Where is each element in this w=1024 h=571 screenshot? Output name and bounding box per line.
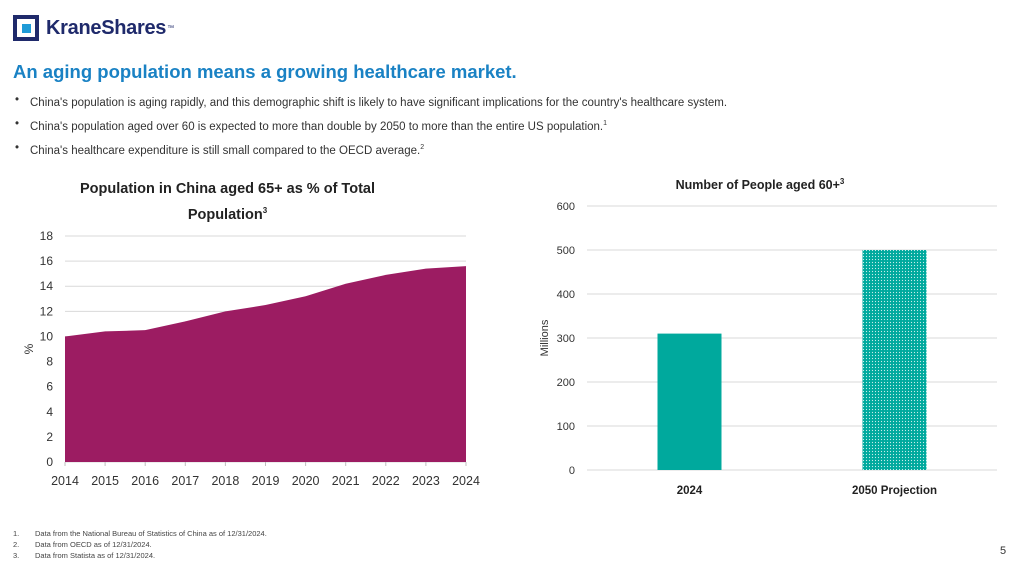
bar-chart-title: Number of People aged 60+3 [590, 173, 930, 194]
bullet-footnote-ref: 2 [420, 144, 425, 151]
krane-logo: KraneShares ™ [13, 15, 174, 41]
y-tick-label: 0 [569, 465, 575, 477]
area-chart-title-text: Population in China aged 65+ as % of Tot… [79, 181, 375, 223]
x-tick-label: 2024 [452, 474, 480, 488]
x-tick-label: 2020 [292, 474, 320, 488]
logo-square-icon [13, 15, 39, 41]
footnote-list: 1. Data from the National Bureau of Stati… [13, 528, 267, 561]
x-category-label: 2050 Projection [852, 485, 937, 497]
bar [862, 250, 927, 470]
x-category-label: 2024 [677, 485, 703, 497]
bullet-text: China's population aged over 60 is expec… [30, 120, 604, 133]
logo-trademark: ™ [167, 24, 175, 32]
bullet-list: China's population is aging rapidly, and… [13, 92, 727, 164]
bullet-text: China's population is aging rapidly, and… [30, 96, 728, 109]
bar [657, 333, 722, 470]
bar-chart-title-sup: 3 [839, 177, 845, 186]
x-tick-label: 2023 [412, 474, 440, 488]
y-tick-label: 100 [557, 421, 575, 433]
x-tick-label: 2014 [51, 474, 79, 488]
x-tick-label: 2017 [171, 474, 199, 488]
footnote-text: Data from Statista as of 12/31/2024. [35, 551, 156, 560]
page-headline: An aging population means a growing heal… [13, 61, 517, 82]
x-tick-label: 2018 [211, 474, 239, 488]
y-tick-label: 600 [557, 201, 575, 213]
y-tick-label: 18 [40, 229, 54, 243]
area-chart-title: Population in China aged 65+ as % of Tot… [70, 178, 385, 226]
bar-chart: 0 100 200 300 400 500 600 2024 2050 Projection Mi… [539, 201, 997, 497]
x-tick-label: 2021 [332, 474, 360, 488]
page-number: 5 [1000, 545, 1007, 557]
x-tick-label: 2019 [252, 474, 280, 488]
y-axis-label: Millions [539, 319, 551, 356]
footnote-text: Data from the National Bureau of Statist… [35, 529, 267, 538]
bullet-item: China's population aged over 60 is expec… [13, 116, 727, 140]
bullet-footnote-ref: 1 [603, 120, 608, 127]
y-tick-label: 0 [46, 455, 53, 469]
y-tick-label: 8 [46, 355, 53, 369]
area-chart: 0 2 4 6 8 10 12 14 16 18 2014 2015 2016 2017 2018 2019 2… [22, 229, 480, 488]
logo-text: KraneShares [46, 16, 167, 39]
y-tick-label: 200 [557, 377, 575, 389]
x-tick-label: 2016 [131, 474, 159, 488]
footnote-text: Data from OECD as of 12/31/2024. [35, 540, 152, 549]
footnote-number: 3. [13, 551, 20, 560]
bullet-text: China's healthcare expenditure is still … [30, 144, 421, 157]
y-tick-label: 14 [40, 279, 54, 293]
x-tick-label: 2022 [372, 474, 400, 488]
y-tick-label: 6 [46, 380, 53, 394]
y-tick-label: 4 [46, 405, 53, 419]
y-tick-label: 400 [557, 289, 575, 301]
y-tick-label: 300 [557, 333, 575, 345]
footnote-number: 1. [13, 529, 20, 538]
y-tick-label: 10 [40, 329, 54, 343]
bar-chart-title-text: Number of People aged 60+ [675, 178, 840, 193]
y-tick-label: 2 [46, 430, 53, 444]
y-axis-label: % [22, 343, 36, 354]
footnote-item: 3. Data from Statista as of 12/31/2024. [13, 550, 267, 561]
footnote-item: 1. Data from the National Bureau of Stati… [13, 528, 267, 539]
y-tick-label: 12 [40, 304, 54, 318]
bullet-item: China's population is aging rapidly, and… [13, 92, 727, 116]
area-chart-title-sup: 3 [262, 206, 268, 215]
area-series [65, 266, 466, 462]
x-tick-label: 2015 [91, 474, 119, 488]
footnote-number: 2. [13, 540, 20, 549]
footnote-item: 2. Data from OECD as of 12/31/2024. [13, 539, 267, 550]
bullet-item: China's healthcare expenditure is still … [13, 140, 727, 164]
y-tick-label: 16 [40, 254, 54, 268]
y-tick-label: 500 [557, 245, 575, 257]
